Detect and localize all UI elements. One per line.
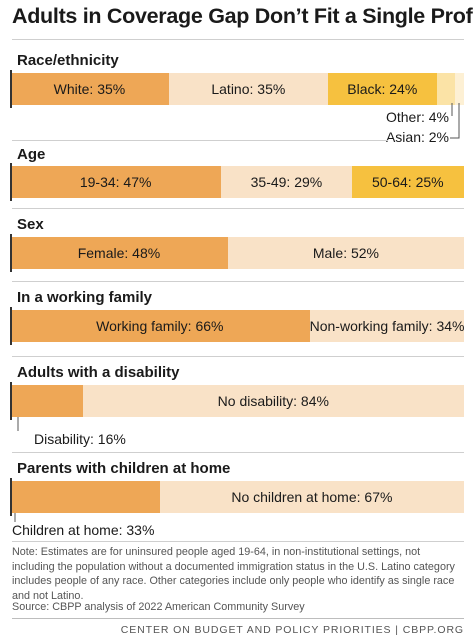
age-35-49-segment: [221, 166, 352, 198]
non-working-family-segment: [309, 310, 464, 342]
children-at-home-callout: Children at home: 33%: [12, 522, 155, 538]
no-disability-segment: [82, 385, 464, 417]
divider-3: [12, 281, 464, 282]
white-segment: [10, 73, 169, 105]
divider-5: [12, 452, 464, 453]
working-family-axis: [10, 307, 12, 345]
latino-segment: [168, 73, 328, 105]
sex-bar: Female: 48% Male: 52%: [10, 234, 464, 272]
age-35-49-label: 35-49: 29%: [250, 174, 323, 190]
divider-4: [12, 356, 464, 357]
age-19-34-label: 19-34: 47%: [79, 174, 152, 190]
footer-credit: CENTER ON BUDGET AND POLICY PRIORITIES |…: [120, 624, 464, 636]
age-axis: [10, 163, 12, 201]
working-family-label: Working family: 66%: [96, 318, 224, 334]
other-segment: [436, 73, 455, 105]
female-segment: [10, 237, 228, 269]
male-label: Male: 52%: [312, 245, 380, 261]
children-at-home-segment: [10, 481, 160, 513]
black-segment: [327, 73, 437, 105]
race-ethnicity-axis: [10, 70, 12, 108]
no-disability-label: No disability: 84%: [217, 393, 329, 409]
working-family-segment: [10, 310, 310, 342]
disability-axis: [10, 382, 12, 420]
footnote: Note: Estimates are for uninsured people…: [12, 546, 455, 602]
sex-axis: [10, 234, 12, 272]
black-label: Black: 24%: [347, 81, 418, 97]
age-50-64-label: 50-64: 25%: [371, 174, 444, 190]
parents-axis: [10, 478, 12, 516]
race-ethnicity-title: Race/ethnicity: [17, 52, 119, 69]
divider-6: [12, 541, 464, 542]
age-19-34-segment: [10, 166, 222, 198]
asian-leader: [450, 103, 460, 139]
footer-divider: [12, 618, 464, 619]
no-children-at-home-label: No children at home: 67%: [231, 489, 393, 505]
white-label: White: 35%: [53, 81, 126, 97]
title-divider: [12, 39, 464, 40]
disability-callout: Disability: 16%: [34, 431, 126, 447]
age-50-64-segment: [351, 166, 464, 198]
latino-label: Latino: 35%: [211, 81, 286, 97]
divider-1: [12, 140, 388, 141]
female-label: Female: 48%: [77, 245, 161, 261]
non-working-family-label: Non-working family: 34%: [309, 318, 465, 334]
male-segment: [227, 237, 464, 269]
chart-title: Adults in Coverage Gap Don’t Fit a Singl…: [12, 4, 474, 28]
no-children-at-home-segment: [159, 481, 464, 513]
other-callout: Other: 4%: [385, 109, 449, 125]
parents-bar: No children at home: 67%: [10, 478, 464, 516]
divider-2: [12, 208, 464, 209]
disability-title: Adults with a disability: [17, 364, 180, 381]
disability-segment: [10, 385, 83, 417]
age-bar: 19-34: 47% 35-49: 29% 50-64: 25%: [10, 163, 464, 201]
working-family-title: In a working family: [17, 289, 153, 306]
asian-callout: Asian: 2%: [385, 129, 449, 145]
age-title: Age: [17, 146, 46, 163]
disability-bar: No disability: 84%: [10, 382, 464, 420]
race-ethnicity-bar: White: 35% Latino: 35% Black: 24%: [10, 70, 464, 108]
asian-segment: [454, 73, 464, 105]
working-family-bar: Working family: 66% Non-working family: …: [10, 307, 465, 345]
parents-title: Parents with children at home: [17, 460, 231, 477]
source-note: Source: CBPP analysis of 2022 American C…: [12, 601, 305, 613]
sex-title: Sex: [17, 216, 44, 233]
